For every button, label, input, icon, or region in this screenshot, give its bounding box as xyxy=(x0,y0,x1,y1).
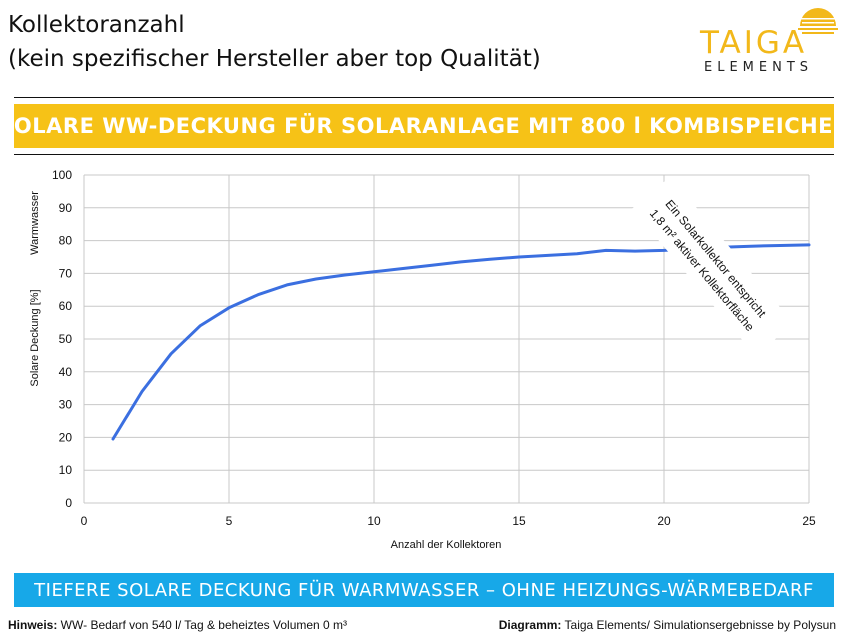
x-axis-title: Anzahl der Kollektoren xyxy=(391,539,502,551)
footer-note-text: WW- Bedarf von 540 l/ Tag & beheiztes Vo… xyxy=(57,618,348,632)
y-axis-title-unit: Warmwasser xyxy=(29,191,41,255)
chart-ticks: 0 10 20 30 40 50 60 70 80 90 100 0 5 10 15 20 25 xyxy=(52,168,816,528)
sun-icon xyxy=(798,8,838,34)
chart: 0 10 20 30 40 50 60 70 80 90 100 0 5 10 15 20 25 Anzahl … xyxy=(29,168,816,551)
footer-source-text: Taiga Elements/ Simulationsergebnisse by… xyxy=(561,618,836,632)
banner-rule xyxy=(14,154,834,155)
y-tick-label: 50 xyxy=(59,332,73,346)
y-tick-label: 0 xyxy=(65,496,72,510)
y-tick-label: 70 xyxy=(59,266,73,280)
banner-top: SOLARE WW-DECKUNG FÜR SOLARANLAGE MIT 80… xyxy=(0,104,848,148)
x-tick-label: 20 xyxy=(657,514,671,528)
x-tick-label: 0 xyxy=(81,514,88,528)
banner-bottom: TIEFERE SOLARE DECKUNG FÜR WARMWASSER – … xyxy=(14,573,834,607)
page-title: Kollektoranzahl xyxy=(8,12,185,38)
footer-source: Diagramm: Taiga Elements/ Simulationserg… xyxy=(499,618,836,632)
footer-source-label: Diagramm: xyxy=(498,618,562,632)
x-tick-label: 5 xyxy=(226,514,233,528)
top-rule xyxy=(14,97,834,98)
x-tick-label: 10 xyxy=(367,514,381,528)
y-tick-label: 90 xyxy=(59,201,73,215)
footer-note: Hinweis: WW- Bedarf von 540 l/ Tag & beh… xyxy=(8,618,347,632)
page-subtitle: (kein spezifischer Hersteller aber top Q… xyxy=(8,46,541,72)
y-axis-title: Solare Deckung [%] xyxy=(29,289,41,386)
x-tick-label: 25 xyxy=(802,514,816,528)
logo-sub: ELEMENTS xyxy=(704,60,814,75)
annotation: Ein Solarkollektor entspricht 1,8 m² akt… xyxy=(632,176,794,356)
y-tick-label: 20 xyxy=(59,430,73,444)
y-tick-label: 40 xyxy=(59,365,73,379)
y-tick-label: 60 xyxy=(59,299,73,313)
y-tick-label: 100 xyxy=(52,168,72,182)
y-tick-label: 30 xyxy=(59,398,73,412)
logo-word: TAIGA xyxy=(700,25,808,61)
y-tick-label: 80 xyxy=(59,234,73,248)
taiga-elements-logo: TAIGA ELEMENTS xyxy=(700,4,844,78)
x-tick-label: 15 xyxy=(512,514,526,528)
y-tick-label: 10 xyxy=(59,463,73,477)
footer-note-label: Hinweis: xyxy=(8,618,58,632)
